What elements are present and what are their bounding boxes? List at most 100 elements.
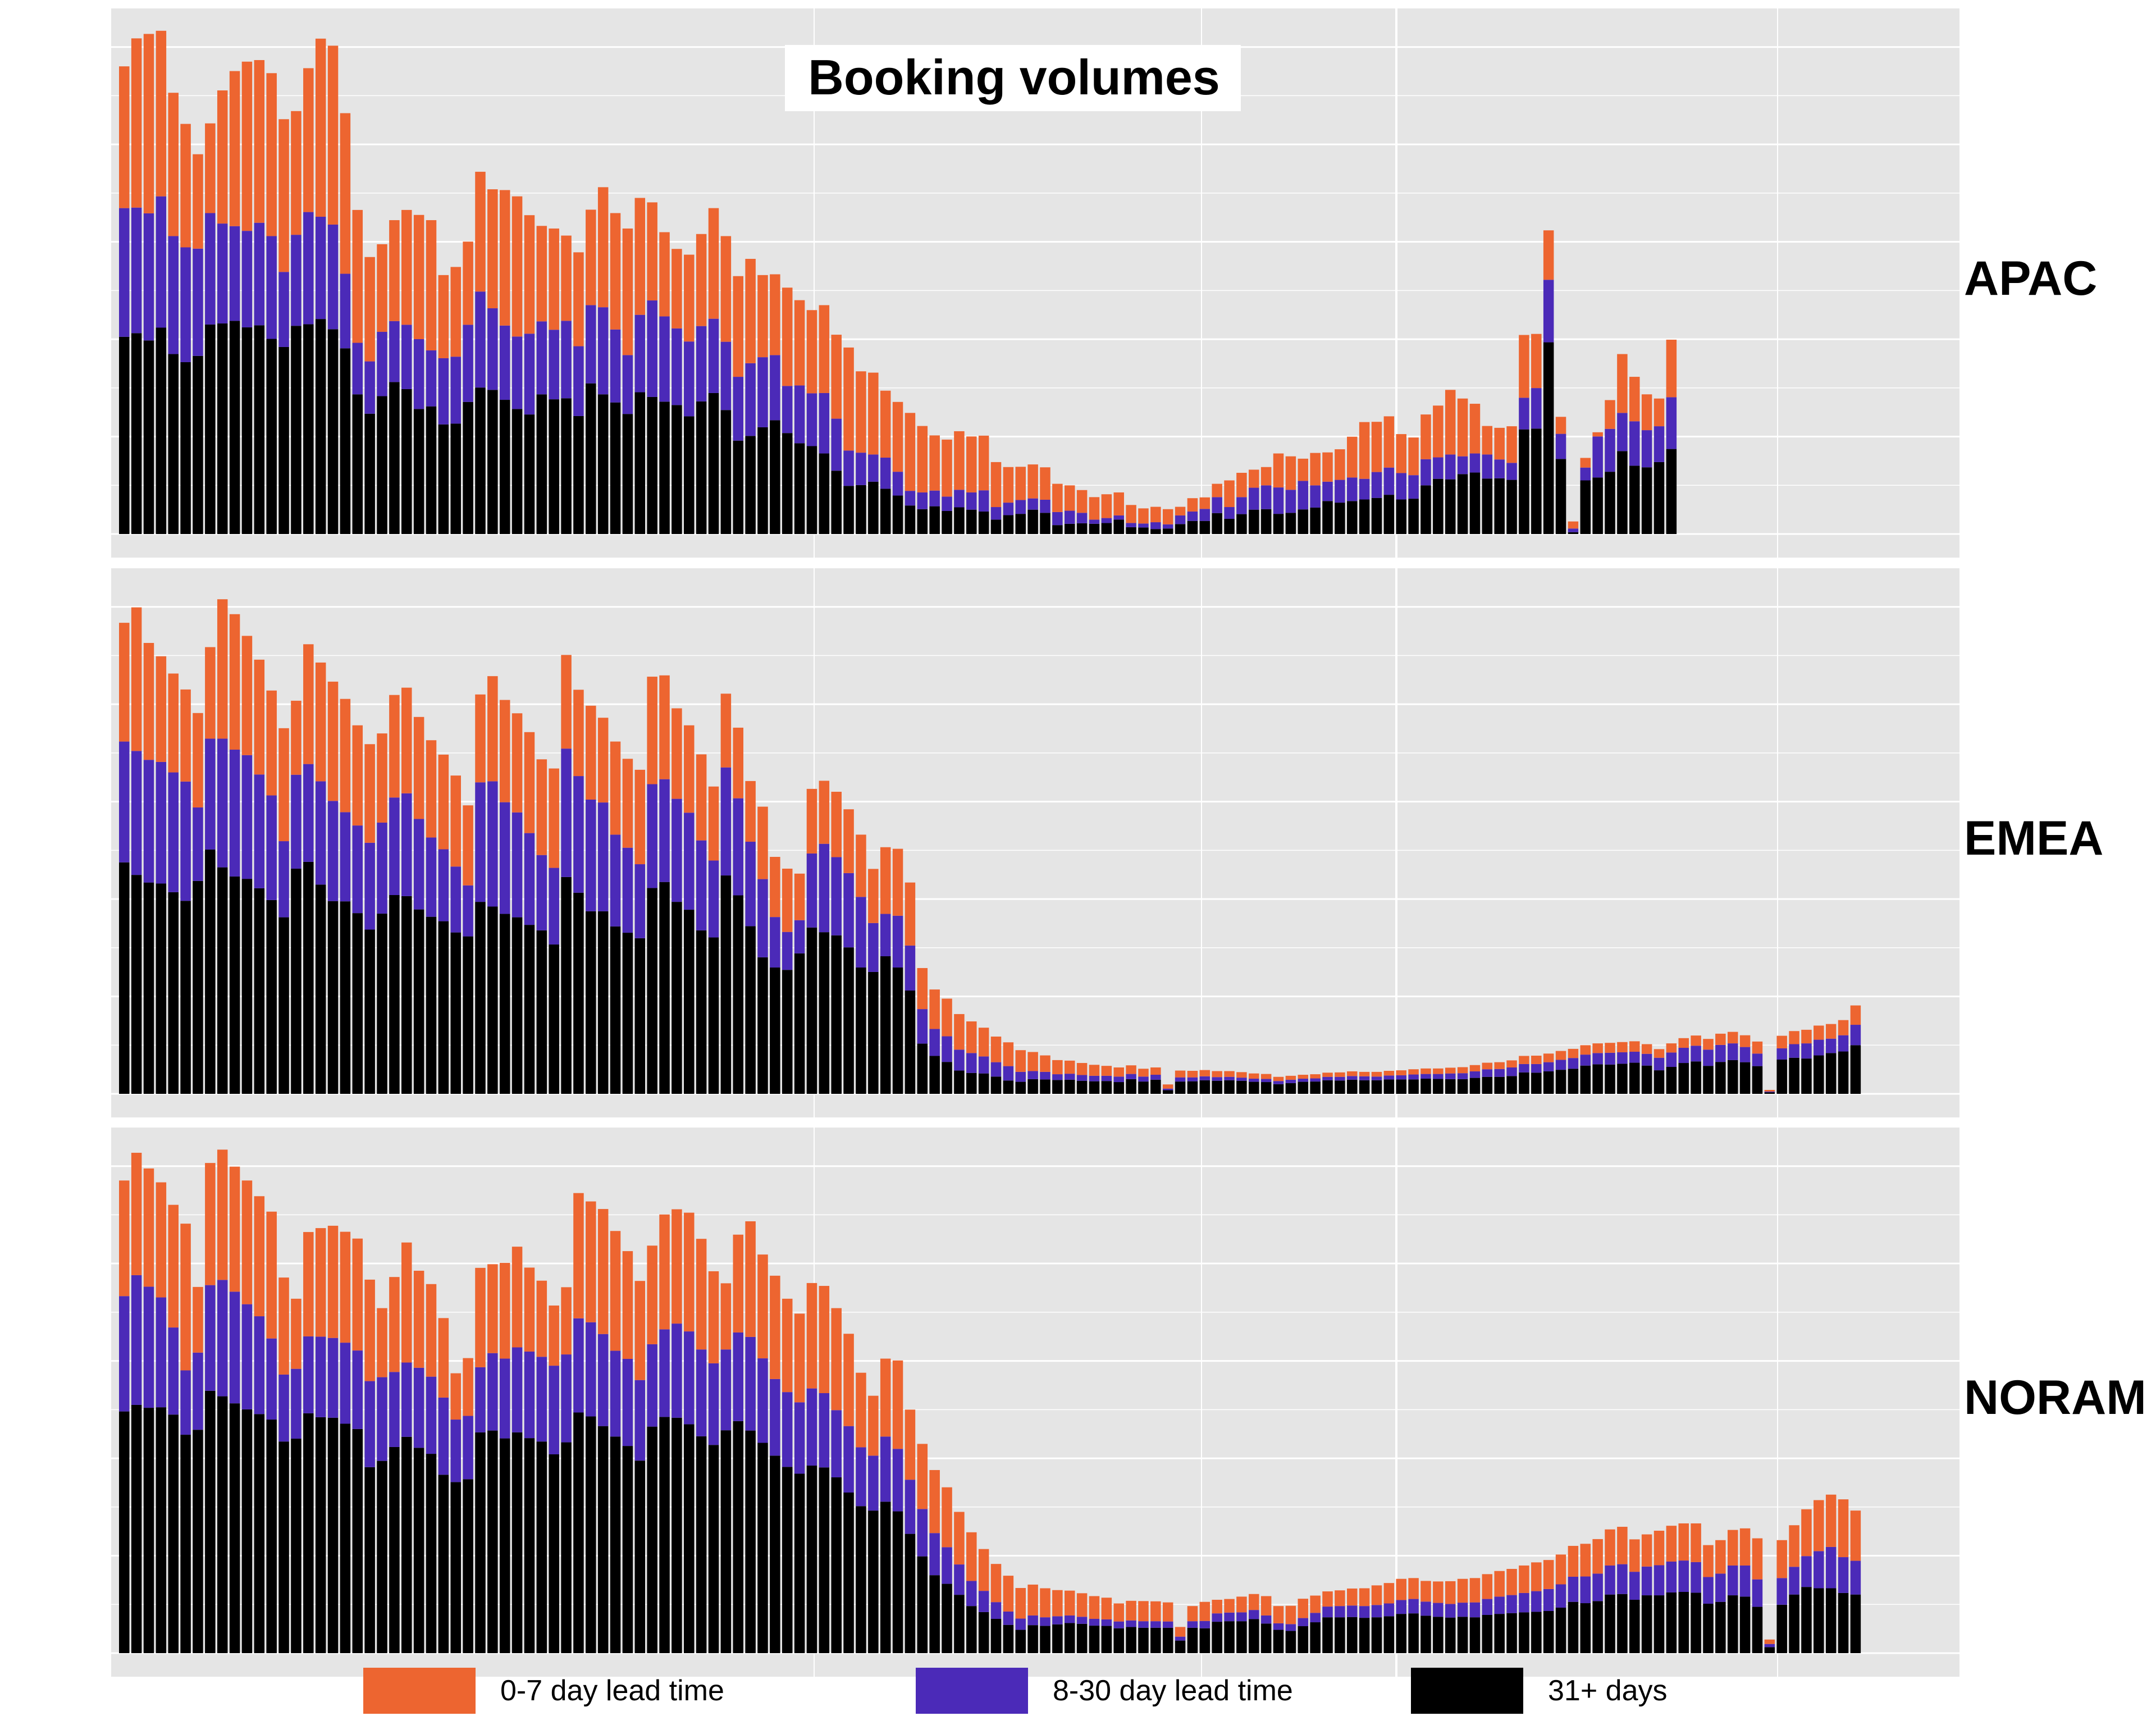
bar-short <box>475 171 486 292</box>
bar-long <box>1138 527 1149 534</box>
bar-mid <box>1653 426 1665 462</box>
bar-short <box>549 768 559 868</box>
bar-long <box>315 319 326 534</box>
bar-mid <box>659 1329 670 1417</box>
bar-short <box>1433 405 1444 458</box>
bar-long <box>1691 1061 1701 1094</box>
legend-item-mid: 8-30 day lead time <box>916 1668 1293 1714</box>
bar-short <box>1027 1584 1038 1616</box>
bar-mid <box>389 321 400 382</box>
bar-mid <box>1371 1076 1382 1080</box>
bar-long <box>573 416 584 534</box>
bar-mid <box>1113 1076 1124 1083</box>
bar-long <box>1187 521 1198 534</box>
bar-mid <box>561 321 572 399</box>
bar-short <box>1052 1590 1063 1617</box>
bar-mid <box>990 507 1002 520</box>
bar-short <box>1249 1594 1259 1610</box>
bar-mid <box>1199 1621 1211 1628</box>
bar-mid <box>1224 507 1235 519</box>
bar-long <box>868 971 879 1094</box>
bar-mid <box>266 236 277 339</box>
bar-long <box>352 394 363 534</box>
bar-short <box>1396 434 1406 473</box>
bar-mid <box>401 325 412 389</box>
bar-mid <box>1752 1053 1763 1066</box>
bar-short <box>966 436 977 492</box>
bar-short <box>1076 490 1088 513</box>
bar-mid <box>511 336 523 409</box>
bar-mid <box>1236 497 1247 514</box>
bar-short <box>1113 492 1124 515</box>
bar-mid <box>168 772 179 892</box>
bar-short <box>770 1275 780 1379</box>
bar-short <box>1383 1583 1395 1604</box>
bar-short <box>426 740 437 838</box>
bar-short <box>266 73 277 236</box>
bar-mid <box>770 917 780 968</box>
bar-long <box>745 436 756 534</box>
bar-mid <box>536 1357 547 1442</box>
bar-long <box>1555 1607 1566 1653</box>
bar-mid <box>1212 1613 1222 1622</box>
bar-short <box>217 599 228 739</box>
bar-mid <box>1040 1071 1050 1080</box>
bar-short <box>856 371 866 453</box>
bar-short <box>1653 1531 1665 1566</box>
bar-short <box>119 623 130 742</box>
bar-mid <box>1568 528 1579 532</box>
bar-short <box>1494 1571 1505 1597</box>
bar-short <box>942 998 952 1037</box>
bar-mid <box>1555 433 1566 459</box>
bar-long <box>659 401 670 534</box>
bar-long <box>303 324 314 534</box>
bar-long <box>205 849 216 1094</box>
bar-short <box>794 873 805 920</box>
bar-short <box>463 805 473 886</box>
bar-mid <box>1224 1612 1235 1622</box>
bar-short <box>1666 339 1677 398</box>
bar-long <box>1506 480 1517 534</box>
panel-emea: EMEA <box>111 568 2150 1117</box>
bar-long <box>1568 532 1579 534</box>
bar-short <box>511 196 523 337</box>
bar-mid <box>291 774 302 869</box>
bar-long <box>1592 1064 1603 1094</box>
bar-mid <box>340 812 351 902</box>
bar-mid <box>1089 519 1100 524</box>
legend-label-short: 0-7 day lead time <box>500 1674 724 1707</box>
bar-long <box>1691 1592 1701 1653</box>
bar-short <box>413 1271 424 1368</box>
bar-mid <box>1003 503 1014 515</box>
bar-mid <box>843 1426 854 1493</box>
bar-mid <box>1641 1566 1652 1596</box>
bar-mid <box>377 822 387 914</box>
bar-short <box>1260 1074 1272 1079</box>
bar-mid <box>659 779 670 882</box>
bar-short <box>1113 1603 1124 1622</box>
bar-short <box>1703 1545 1714 1577</box>
bar-mid <box>1666 1052 1677 1067</box>
bar-mid <box>856 897 866 968</box>
bar-mid <box>193 1352 203 1430</box>
bar-short <box>684 1212 695 1332</box>
bar-long <box>1543 1071 1554 1094</box>
bar-mid <box>856 453 866 485</box>
bar-short <box>143 1168 154 1287</box>
bar-short <box>561 655 572 749</box>
bar-mid <box>1653 1565 1665 1596</box>
bar-long <box>364 1467 375 1653</box>
bar-mid <box>1433 1074 1444 1079</box>
bar-short <box>450 267 461 357</box>
bar-long <box>438 1475 449 1653</box>
bar-mid <box>1433 1603 1444 1617</box>
bar-long <box>1273 514 1284 534</box>
bar-long <box>1678 1063 1689 1094</box>
bar-long <box>1543 342 1554 534</box>
bar-long <box>1433 1617 1444 1653</box>
bar-long <box>438 424 449 534</box>
bar-mid <box>929 1533 940 1576</box>
bar-mid <box>278 841 289 918</box>
bar-mid <box>413 1367 424 1448</box>
bar-mid <box>241 1304 253 1409</box>
